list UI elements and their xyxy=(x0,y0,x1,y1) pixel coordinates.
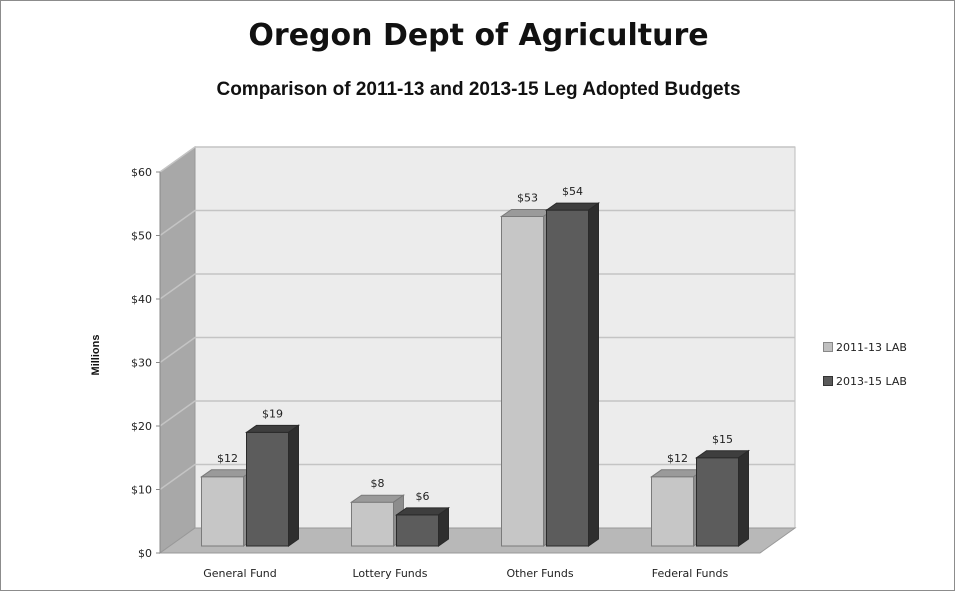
chart-title: Oregon Dept of Agriculture xyxy=(248,18,709,53)
x-tick-label: Federal Funds xyxy=(652,567,729,580)
y-axis-label: Millions xyxy=(90,335,102,376)
legend-item-2013-15: 2013-15 LAB xyxy=(823,375,907,388)
bar-front xyxy=(351,501,394,547)
legend-item-2011-13: 2011-13 LAB xyxy=(823,341,907,354)
data-label: $53 xyxy=(517,191,538,204)
y-tick-label: $20 xyxy=(131,420,152,433)
floor xyxy=(158,527,797,554)
y-tick-label: $40 xyxy=(131,293,152,306)
bar-side xyxy=(288,424,299,547)
bar xyxy=(649,468,706,547)
bar xyxy=(544,202,601,547)
legend-swatch-2013-15 xyxy=(823,376,833,386)
data-label: $12 xyxy=(667,452,688,465)
legend-label-2013-15: 2013-15 LAB xyxy=(836,375,907,388)
legend-swatch-2011-13 xyxy=(823,342,833,352)
bar xyxy=(694,449,751,547)
bar-front xyxy=(696,457,739,547)
y-tick-label: $50 xyxy=(131,230,152,243)
legend-label-2011-13: 2011-13 LAB xyxy=(836,341,907,354)
data-label: $15 xyxy=(712,433,733,446)
x-tick-label: Other Funds xyxy=(506,567,573,580)
data-label: $54 xyxy=(562,185,583,198)
bar-side xyxy=(738,449,749,547)
bar-side xyxy=(588,202,599,547)
x-tick-label: General Fund xyxy=(203,567,277,580)
bar xyxy=(349,494,406,547)
bar-front xyxy=(651,476,694,547)
x-tick-label: Lottery Funds xyxy=(353,567,428,580)
bar xyxy=(244,424,301,547)
chart-subtitle: Comparison of 2011-13 and 2013-15 Leg Ad… xyxy=(216,79,741,100)
bar-front xyxy=(546,209,589,547)
y-tick-label: $60 xyxy=(131,166,152,179)
bar xyxy=(499,208,556,547)
data-label: $6 xyxy=(416,490,430,503)
bar xyxy=(394,506,451,547)
data-label: $19 xyxy=(262,407,283,420)
y-tick-label: $10 xyxy=(131,484,152,497)
gridline xyxy=(159,146,795,173)
y-tick-label: $30 xyxy=(131,357,152,370)
bar-front xyxy=(396,514,439,547)
data-label: $8 xyxy=(371,477,385,490)
bar-front xyxy=(501,215,544,547)
bar-front xyxy=(201,476,244,547)
data-label: $12 xyxy=(217,452,238,465)
bar-side xyxy=(438,506,449,547)
y-tick-label: $0 xyxy=(138,547,152,560)
bar-front xyxy=(246,431,289,547)
bar xyxy=(199,468,256,547)
